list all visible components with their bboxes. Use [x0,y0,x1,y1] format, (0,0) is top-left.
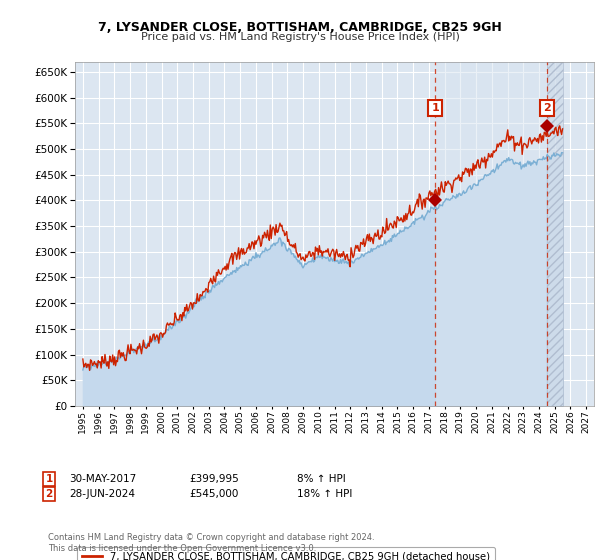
Text: £545,000: £545,000 [189,489,238,499]
Text: 2: 2 [543,103,551,113]
Legend: 7, LYSANDER CLOSE, BOTTISHAM, CAMBRIDGE, CB25 9GH (detached house), HPI: Average: 7, LYSANDER CLOSE, BOTTISHAM, CAMBRIDGE,… [77,547,496,560]
Text: 1: 1 [46,474,53,484]
Text: Price paid vs. HM Land Registry's House Price Index (HPI): Price paid vs. HM Land Registry's House … [140,32,460,43]
Text: 30-MAY-2017: 30-MAY-2017 [69,474,136,484]
Text: Contains HM Land Registry data © Crown copyright and database right 2024.
This d: Contains HM Land Registry data © Crown c… [48,533,374,553]
Text: 8% ↑ HPI: 8% ↑ HPI [297,474,346,484]
Text: 18% ↑ HPI: 18% ↑ HPI [297,489,352,499]
Text: £399,995: £399,995 [189,474,239,484]
Text: 2: 2 [46,489,53,499]
Text: 1: 1 [431,103,439,113]
Text: 7, LYSANDER CLOSE, BOTTISHAM, CAMBRIDGE, CB25 9GH: 7, LYSANDER CLOSE, BOTTISHAM, CAMBRIDGE,… [98,21,502,34]
Text: 28-JUN-2024: 28-JUN-2024 [69,489,135,499]
